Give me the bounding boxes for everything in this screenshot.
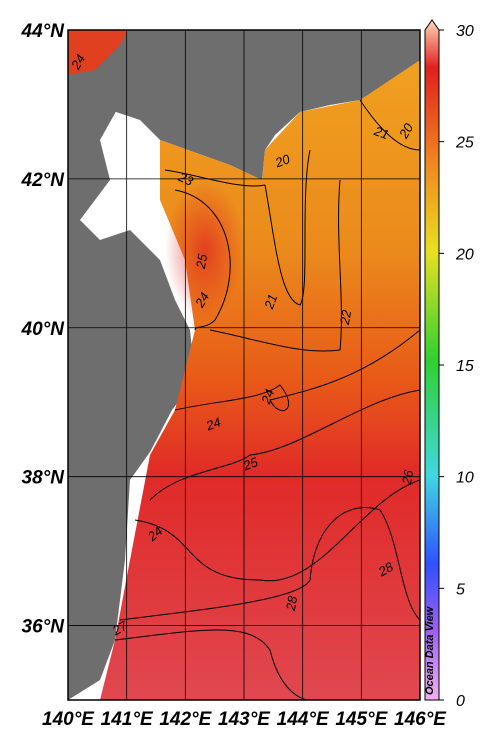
map-area — [68, 30, 420, 700]
lon-label: 145°E — [335, 709, 388, 730]
colorbar-label: 0 — [456, 693, 465, 710]
lon-label: 141°E — [101, 709, 154, 730]
watermark: Ocean Data View — [424, 605, 436, 695]
lat-label: 38°N — [22, 468, 66, 489]
colorbar-label: 10 — [456, 470, 474, 487]
contour-label: 24 — [191, 290, 212, 311]
contour-label: 20 — [272, 151, 292, 171]
contour-label: 28 — [375, 559, 397, 580]
contour-label: 25 — [193, 252, 211, 271]
contour-label: 25 — [240, 454, 260, 474]
colorbar-label: 20 — [455, 246, 474, 263]
contour-label: 24 — [258, 387, 277, 407]
lat-label: 44°N — [21, 21, 66, 42]
lat-label: 40°N — [21, 319, 66, 340]
grid — [68, 30, 420, 700]
contour-label: 21 — [371, 123, 391, 142]
colorbar — [424, 19, 440, 701]
contour-label: 23 — [175, 169, 196, 189]
colorbar-label: 25 — [455, 135, 474, 152]
contour-label: 27 — [109, 618, 131, 639]
contours — [114, 99, 420, 700]
colorbar-label: 5 — [456, 581, 465, 598]
contour-label: 20 — [395, 120, 416, 142]
contour-label: 28 — [283, 594, 301, 613]
contour-label: 21 — [261, 292, 280, 312]
contour-label: 24 — [203, 414, 223, 433]
colorbar-label: 30 — [456, 23, 474, 40]
map-frame — [67, 29, 421, 701]
contour-label: 24 — [67, 52, 88, 73]
lon-label: 143°E — [218, 709, 271, 730]
contour-label: 22 — [337, 308, 355, 327]
colorbar-label: 15 — [456, 358, 474, 375]
lat-label: 42°N — [21, 170, 66, 191]
land — [68, 60, 195, 700]
lat-label: 36°N — [22, 617, 66, 638]
lon-label: 142°E — [159, 709, 212, 730]
lon-label: 140°E — [42, 709, 95, 730]
contour-label: 26 — [399, 468, 417, 487]
lon-label: 144°E — [277, 709, 330, 730]
lon-label: 146°E — [394, 709, 447, 730]
